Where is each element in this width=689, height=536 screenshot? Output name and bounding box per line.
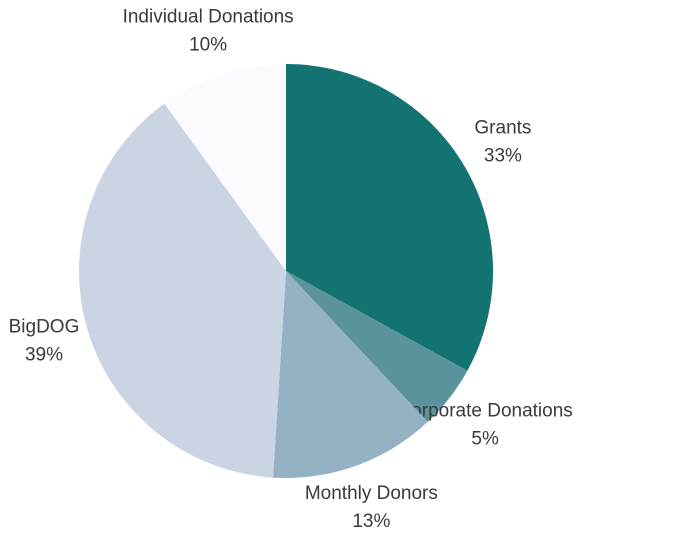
slice-label: Monthly Donors: [305, 483, 438, 504]
slice-value-label: 10%: [189, 34, 227, 55]
slice-label: Grants: [474, 118, 531, 139]
slice-value-label: 13%: [352, 511, 390, 532]
slice-value-label: 5%: [471, 428, 499, 449]
pie-slice: [164, 64, 286, 271]
slice-value-label: 33%: [484, 146, 522, 167]
pie-slice: [78, 103, 287, 478]
slice-value-label: 39%: [25, 344, 63, 365]
slice-label: BigDOG: [9, 316, 80, 337]
slice-label: Corporate Donations: [397, 400, 572, 421]
slice-label: Individual Donations: [123, 6, 294, 27]
pie-slice: [273, 271, 428, 478]
pie-slice: [286, 271, 468, 422]
pie-slice: [286, 64, 493, 371]
